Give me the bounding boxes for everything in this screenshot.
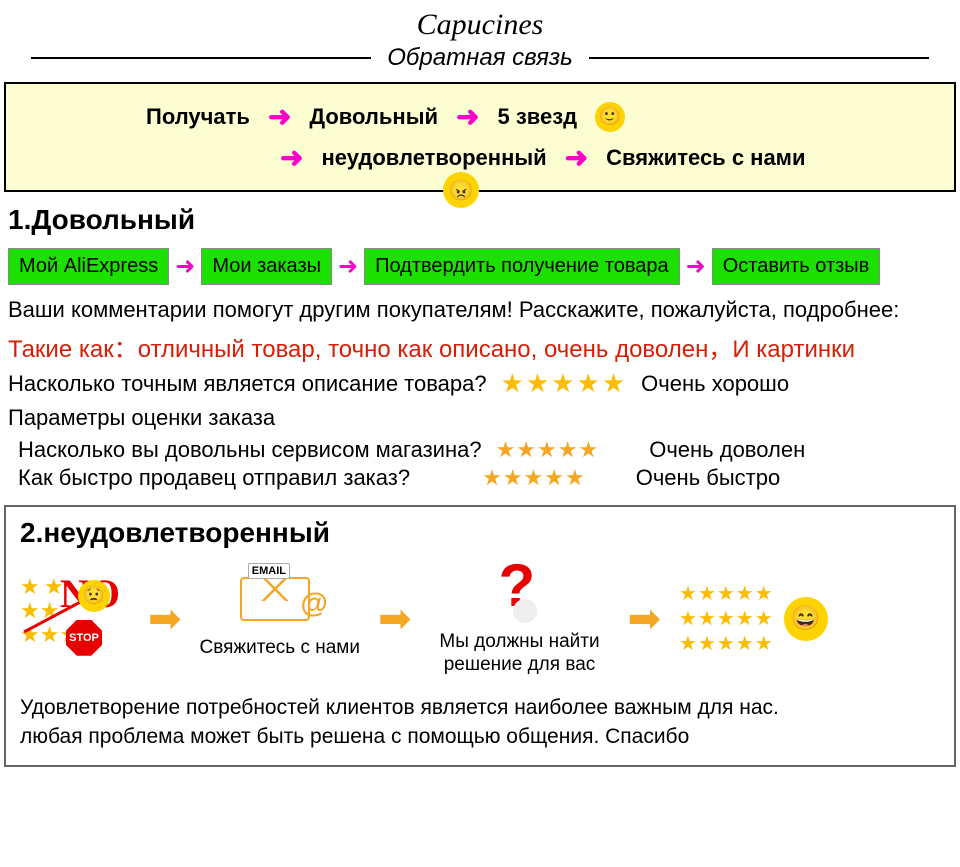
footer-line-2: любая проблема может быть решена с помощ… (20, 722, 940, 751)
flow-row-2: ➜ неудовлетворенный ➜ Свяжитесь с нами (16, 141, 944, 174)
stars-icon: ★★★★★ (482, 465, 586, 491)
rating3-answer: Очень быстро (636, 465, 781, 491)
rating-row-3: Как быстро продавец отправил заказ? ★★★★… (8, 465, 952, 491)
arrow-icon: ➜ (565, 141, 588, 174)
stars-icon: ★★★★★ (496, 437, 600, 463)
flow-satisfied: Довольный (309, 104, 438, 130)
step-review: Оставить отзыв (712, 248, 881, 285)
arrow-icon: ➜ (280, 141, 303, 174)
step-orders: Мои заказы (201, 248, 332, 285)
rating-row-1: Насколько точным является описание товар… (8, 368, 952, 399)
params-label: Параметры оценки заказа (8, 405, 952, 431)
rating1-question: Насколько точным является описание товар… (8, 371, 487, 397)
page-container: Capucines Обратная связь Получать ➜ Дово… (0, 0, 960, 767)
comment-prompt: Ваши комментарии помогут другим покупате… (8, 297, 952, 323)
divider-left (31, 57, 371, 59)
email-item: EMAIL @ Свяжитесь с нами (200, 577, 360, 660)
arrow-icon: ➜ (456, 100, 479, 133)
green-steps-row: Мой AliExpress ➜ Мои заказы ➜ Подтвердит… (8, 248, 952, 285)
arrow-icon: ➡ (378, 596, 412, 642)
contact-caption: Свяжитесь с нами (200, 637, 360, 660)
solution-caption: Мы должны найти решение для вас (430, 631, 610, 677)
subtitle-row: Обратная связь (0, 44, 960, 72)
stars-happy-item: ★★★★★ ★★★★★ ★★★★★ 😄 (679, 581, 828, 656)
section-satisfied: 1.Довольный Мой AliExpress ➜ Мои заказы … (0, 192, 960, 505)
rating3-question: Как быстро продавец отправил заказ? (18, 465, 410, 491)
footer-line-1: Удовлетворение потребностей клиентов явл… (20, 693, 940, 722)
flow-receive: Получать (146, 104, 250, 130)
stop-sign-icon: STOP (66, 620, 102, 656)
section1-title: 1.Довольный (8, 204, 952, 236)
at-icon: @ (300, 587, 327, 619)
flow-contact: Свяжитесь с нами (606, 145, 805, 171)
worried-face-icon: 😟 (78, 580, 110, 612)
rating1-answer: Очень хорошо (641, 371, 789, 397)
flow-row-1: Получать ➜ Довольный ➜ 5 звезд 🙂 (16, 100, 944, 133)
brand-title: Capucines (0, 8, 960, 42)
stars-icon: ★★★★★ (501, 368, 628, 399)
angry-face-icon: 😠 (443, 172, 479, 208)
arrow-icon: ➜ (686, 252, 706, 281)
section-unsatisfied: 2.неудовлетворенный ★ ★ ★★ ★★★ NO 😟 STOP… (4, 505, 956, 767)
arrow-icon: ➜ (268, 100, 291, 133)
email-icon: EMAIL @ (240, 577, 320, 637)
examples-text: Такие как：отличный товар, точно как опис… (8, 329, 952, 364)
feedback-flow-panel: Получать ➜ Довольный ➜ 5 звезд 🙂 ➜ неудо… (4, 82, 956, 192)
question-item: ? Мы должны найти решение для вас (430, 561, 610, 677)
arrow-icon: ➜ (175, 252, 195, 281)
no-stars-item: ★ ★ ★★ ★★★ NO 😟 STOP (20, 574, 130, 664)
arrow-icon: ➜ (338, 252, 358, 281)
flow-five-stars: 5 звезд (497, 104, 577, 130)
arrow-icon: ➡ (148, 596, 182, 642)
arrow-icon: ➡ (628, 596, 662, 642)
star-grid-icon: ★★★★★ ★★★★★ ★★★★★ (679, 581, 774, 656)
no-stars-icon: ★ ★ ★★ ★★★ NO 😟 STOP (20, 574, 130, 664)
step-aliexpress: Мой AliExpress (8, 248, 169, 285)
divider-right (589, 57, 929, 59)
flow-unsatisfied: неудовлетворенный (321, 145, 546, 171)
question-icon: ? (485, 561, 555, 631)
rating2-question: Насколько вы довольны сервисом магазина? (18, 437, 482, 463)
step-confirm: Подтвердить получение товара (364, 248, 680, 285)
rating-row-2: Насколько вы довольны сервисом магазина?… (8, 437, 952, 463)
subtitle: Обратная связь (371, 44, 589, 72)
unsatisfied-flow: ★ ★ ★★ ★★★ NO 😟 STOP ➡ EMAIL @ (20, 561, 940, 677)
rating2-answer: Очень доволен (649, 437, 805, 463)
smiley-icon: 🙂 (595, 102, 625, 132)
section2-title: 2.неудовлетворенный (20, 517, 940, 549)
header: Capucines Обратная связь (0, 0, 960, 72)
happy-face-icon: 😄 (784, 597, 828, 641)
